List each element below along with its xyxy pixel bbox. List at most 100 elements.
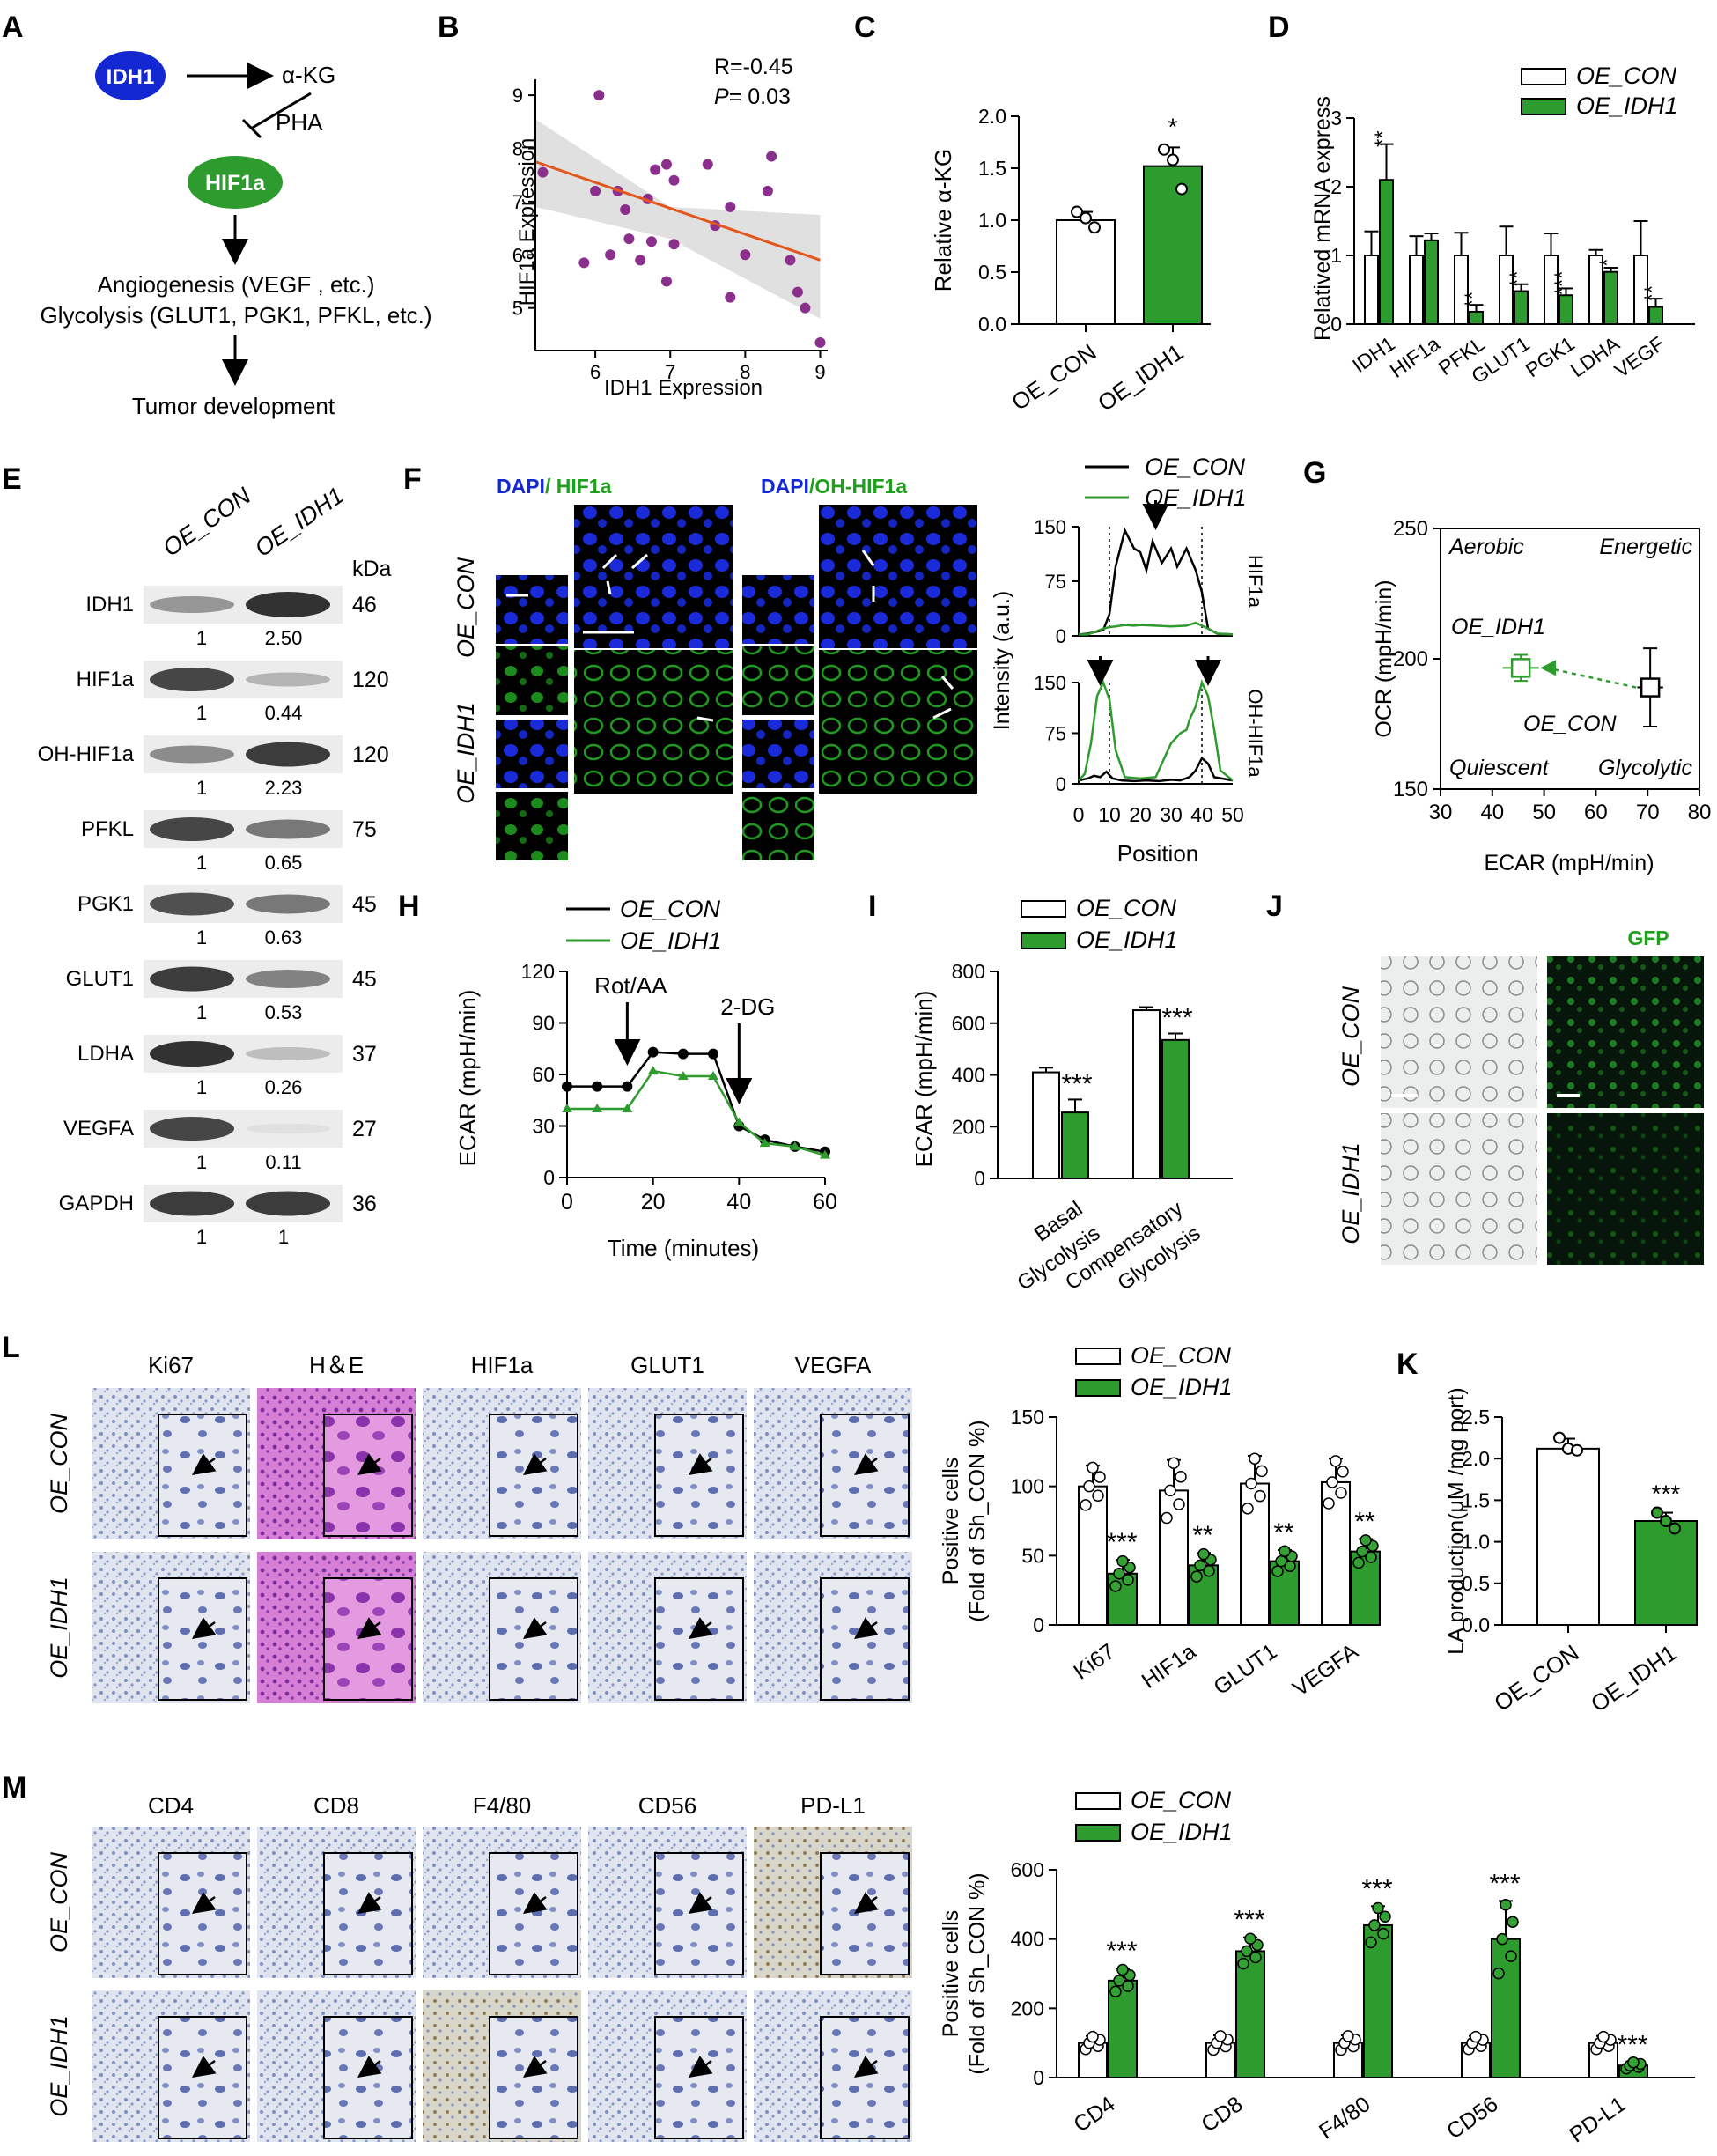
l-data-point [1249, 1452, 1261, 1465]
h-legend-idh1-label: OE_IDH1 [620, 927, 722, 954]
l-data-point [1161, 1511, 1173, 1525]
m-category-label: CD4 [1069, 2092, 1119, 2138]
l-arrow [853, 1617, 879, 1639]
m-y-label: (Fold of Sh_CON %) [965, 1872, 990, 2074]
h-data-point [622, 1081, 633, 1092]
m-significance: *** [1617, 2030, 1647, 2059]
scatter-point [725, 292, 736, 303]
l-significance: ** [1354, 1507, 1375, 1536]
f-profile-side-label: OH-HIF1a [1244, 689, 1266, 778]
m-significance: *** [1489, 1869, 1520, 1898]
l-inset [654, 1414, 744, 1537]
m-bar [1363, 1923, 1393, 2079]
e-band [246, 894, 330, 914]
oh-hif1a-label: /OH-HIF1a [809, 475, 907, 498]
idh1-node-label: IDH1 [107, 65, 155, 89]
m-data-point [1113, 1975, 1125, 1987]
c-y-tick-label: 1.5 [978, 157, 1006, 180]
f-x-tick-label: 20 [1129, 803, 1152, 826]
m-inset [654, 2016, 744, 2139]
m-data-point [1368, 1919, 1381, 1931]
m-arrow [191, 1892, 217, 1914]
hif1a-node-label: HIF1a [205, 171, 266, 196]
l-data-point [1352, 1556, 1365, 1569]
l-data-point [1271, 1565, 1284, 1577]
c-y-tick-label: 1.0 [978, 209, 1006, 232]
l-col-label: H＆E [309, 1352, 364, 1378]
g-shift-arrow [1546, 667, 1637, 689]
p-value: = 0.03 [729, 85, 791, 109]
f-y-label: Intensity (a.u.) [990, 591, 1014, 730]
l-row-oe-con: OE_CON [46, 1413, 72, 1514]
scatter-point [645, 236, 657, 247]
f-small-image [496, 720, 568, 788]
m-y-tick-label: 600 [1011, 1858, 1044, 1881]
l-data-point [1175, 1471, 1187, 1483]
f-zoom-image [819, 650, 977, 794]
h-legend-con-label: OE_CON [620, 896, 721, 922]
e-quant-idh1: 1 [278, 1226, 289, 1248]
m-inset [820, 1852, 910, 1975]
m-inset [158, 2016, 247, 2139]
e-band [246, 970, 330, 988]
k-y-tick-label: 1.0 [1462, 1531, 1490, 1554]
l-data-point [1109, 1580, 1122, 1592]
h-y-tick-label: 90 [532, 1012, 555, 1035]
d-y-tick-label: 3 [1330, 107, 1342, 129]
l-data-point [1337, 1466, 1349, 1478]
idh1-node [95, 51, 166, 100]
d-bar [1603, 270, 1618, 325]
e-kda-value: 36 [352, 1192, 377, 1216]
l-col-label: GLUT1 [630, 1352, 704, 1378]
l-arrow [191, 1453, 217, 1475]
d-significance: * [1595, 258, 1619, 266]
f-row-oe-idh1: OE_IDH1 [453, 702, 479, 804]
d-significance: ** [1371, 130, 1395, 147]
f-y-tick-label: 0 [1056, 625, 1066, 647]
g-x-tick-label: 60 [1584, 801, 1608, 824]
i-bar [1032, 1071, 1060, 1179]
k-significance: *** [1652, 1480, 1681, 1508]
l-arrow [688, 1617, 713, 1639]
j-gfp-label: GFP [1627, 927, 1669, 949]
e-protein-label: IDH1 [85, 593, 134, 617]
e-quant-con: 1 [196, 1001, 207, 1023]
h-data-point [708, 1070, 719, 1080]
f-y-tick-label: 0 [1056, 773, 1066, 795]
m-y-tick-label: 200 [1011, 1997, 1044, 2019]
g-label-oe-idh1: OE_IDH1 [1451, 615, 1545, 639]
k-data-point [1660, 1515, 1672, 1527]
h-y-tick-label: 0 [543, 1166, 555, 1189]
c-bar [1143, 165, 1203, 325]
scatter-point [785, 255, 796, 266]
e-protein-label: OH-HIF1a [38, 742, 135, 766]
f-profile-line [1078, 527, 1234, 636]
m-arrow [357, 2056, 382, 2078]
e-protein-label: LDHA [77, 1042, 134, 1066]
h-annotation: Rot/AA [594, 972, 667, 999]
f-cell-arrow [932, 707, 952, 720]
e-quant-idh1: 0.11 [265, 1151, 301, 1173]
d-bar [1499, 255, 1514, 325]
f-x-tick-label: 0 [1073, 803, 1085, 826]
h-data-point [562, 1081, 572, 1092]
l-inset [489, 1577, 578, 1701]
l-data-point [1122, 1574, 1134, 1586]
f-zoom-image [574, 650, 733, 794]
j-row-oe-con: OE_CON [1337, 986, 1364, 1087]
scatter-point [593, 90, 605, 101]
m-data-point [1597, 2030, 1610, 2043]
panel-letter: M [2, 1771, 26, 1805]
g-point [1640, 677, 1661, 698]
l-inset [158, 1414, 247, 1537]
i-y-tick-label: 200 [952, 1115, 985, 1138]
l-data-point [1356, 1545, 1368, 1558]
scatter-point [660, 276, 672, 287]
e-protein-label: PFKL [81, 817, 134, 841]
j-gfp-idh1 [1547, 1113, 1704, 1265]
f-profile-line [1078, 756, 1234, 783]
m-data-point [1470, 2030, 1482, 2043]
c-data-point [1080, 211, 1092, 225]
m-inset [489, 2016, 578, 2139]
l-data-point [1203, 1564, 1215, 1577]
